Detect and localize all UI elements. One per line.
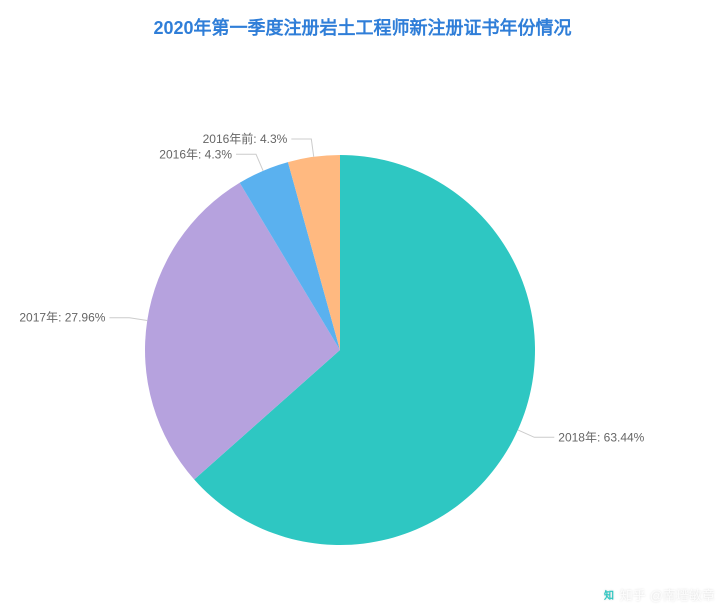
slice-label: 2016年前: 4.3% (203, 131, 288, 146)
leader-line (518, 430, 554, 437)
slice-label: 2017年: 27.96% (19, 311, 105, 325)
leader-line (236, 154, 263, 171)
slice-label: 2016年: 4.3% (159, 147, 232, 161)
pie-chart: 2018年: 63.44% 2017年: 27.96% 2016年: 4.3%201… (0, 0, 725, 612)
leader-line (291, 139, 313, 157)
slice-label: 2018年: 63.44% (558, 430, 644, 444)
leader-line (109, 318, 147, 321)
